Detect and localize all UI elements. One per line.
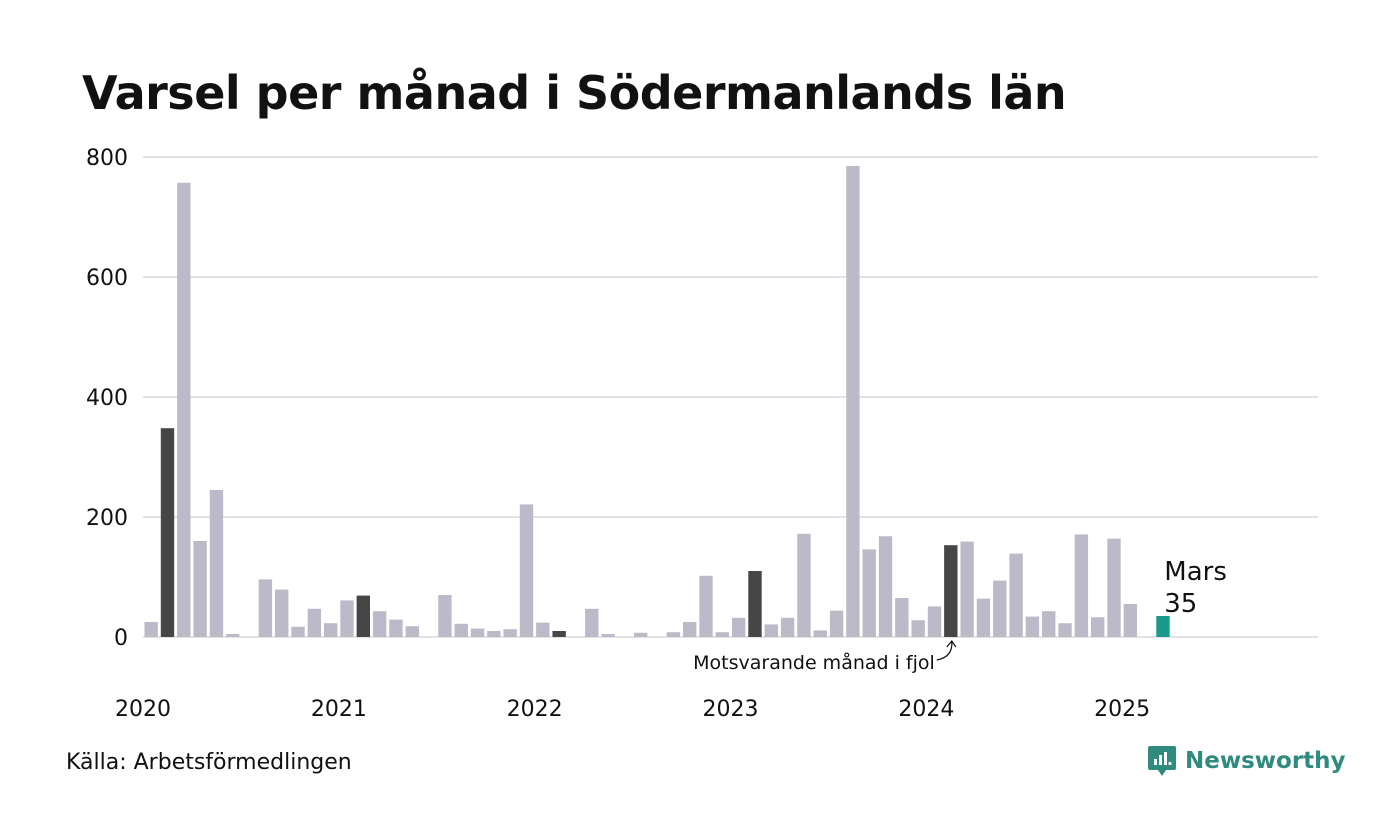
bar-2023-02 bbox=[748, 571, 762, 637]
annotation-layer: Motsvarande månad i fjol Mars 35 bbox=[693, 557, 1227, 674]
y-tick-label: 800 bbox=[86, 146, 128, 171]
bar-2020-06 bbox=[226, 634, 240, 637]
bar-2023-03 bbox=[764, 624, 778, 637]
bar-2025-01 bbox=[1123, 604, 1138, 637]
chart-title: Varsel per månad i Södermanlands län bbox=[82, 66, 1067, 120]
bar-2022-01 bbox=[536, 622, 550, 637]
bar-2024-03 bbox=[960, 541, 974, 637]
annotation-arrow bbox=[936, 641, 953, 661]
bar-2024-08 bbox=[1042, 611, 1056, 637]
x-tick-label: 2020 bbox=[115, 697, 171, 722]
bar-2022-04 bbox=[585, 608, 599, 637]
bar-2024-02 bbox=[944, 545, 958, 637]
bar-2021-02 bbox=[356, 595, 371, 637]
bar-2023-09 bbox=[862, 549, 876, 637]
newsworthy-logo-icon bbox=[1148, 746, 1176, 776]
brand-name: Newsworthy bbox=[1185, 748, 1346, 774]
bar-2020-02 bbox=[160, 428, 175, 637]
x-tick-label: 2022 bbox=[507, 697, 563, 722]
bar-2023-05 bbox=[797, 533, 811, 637]
bar-2020-09 bbox=[275, 589, 289, 637]
bar-chart: 0 200 400 600 800 2020 2021 2022 2023 2024 2025 M… bbox=[86, 146, 1318, 722]
bar-2024-04 bbox=[976, 598, 991, 637]
bar-2024-09 bbox=[1058, 623, 1072, 637]
bar-2024-06 bbox=[1009, 553, 1023, 637]
bar-2020-12 bbox=[323, 623, 338, 637]
x-tick-label: 2024 bbox=[898, 697, 954, 722]
x-axis-ticks: 2020 2021 2022 2023 2024 2025 bbox=[115, 697, 1150, 722]
bar-2021-10 bbox=[487, 631, 501, 637]
bar-2024-05 bbox=[993, 580, 1007, 637]
bar-2021-08 bbox=[454, 623, 468, 637]
bar-2020-08 bbox=[258, 579, 273, 637]
bar-2022-11 bbox=[699, 575, 713, 637]
gridlines bbox=[143, 156, 1318, 638]
y-tick-label: 200 bbox=[86, 506, 128, 531]
bar-2020-03 bbox=[177, 182, 191, 638]
x-tick-label: 2025 bbox=[1094, 697, 1150, 722]
bar-2022-10 bbox=[683, 622, 697, 637]
x-tick-label: 2023 bbox=[703, 697, 759, 722]
bar-2021-05 bbox=[405, 626, 419, 637]
bar-2024-01 bbox=[927, 606, 942, 637]
bar-2022-12 bbox=[715, 632, 730, 637]
bar-2023-06 bbox=[813, 630, 827, 637]
bar-2023-11 bbox=[895, 598, 909, 637]
same-month-annotation: Motsvarande månad i fjol bbox=[693, 651, 935, 674]
source-note: Källa: Arbetsförmedlingen bbox=[66, 750, 352, 775]
y-tick-label: 0 bbox=[114, 626, 128, 651]
annotation-arrowhead bbox=[946, 639, 957, 648]
bar-2020-01 bbox=[144, 622, 158, 637]
bar-2023-04 bbox=[780, 617, 795, 637]
current-month-value: 35 bbox=[1164, 589, 1197, 619]
bar-2022-09 bbox=[666, 632, 681, 637]
bar-2020-05 bbox=[209, 490, 224, 637]
bar-2020-04 bbox=[193, 541, 207, 637]
bar-2022-07 bbox=[634, 632, 648, 637]
bar-2024-10 bbox=[1074, 534, 1089, 637]
y-tick-label: 400 bbox=[86, 386, 128, 411]
bar-2023-07 bbox=[829, 610, 844, 637]
bar-2021-09 bbox=[470, 628, 485, 637]
bars bbox=[144, 166, 1170, 638]
bar-2021-03 bbox=[372, 611, 387, 637]
bar-2023-12 bbox=[911, 620, 925, 637]
bar-2024-07 bbox=[1025, 616, 1040, 637]
bar-2021-12 bbox=[519, 504, 534, 637]
bar-2024-11 bbox=[1090, 617, 1105, 637]
bar-2023-10 bbox=[878, 536, 893, 637]
bar-2021-11 bbox=[503, 629, 517, 637]
x-tick-label: 2021 bbox=[311, 697, 367, 722]
bar-2023-08 bbox=[846, 166, 860, 637]
bar-2021-07 bbox=[438, 595, 452, 637]
current-month-label: Mars bbox=[1164, 557, 1227, 587]
bar-2021-04 bbox=[389, 619, 403, 637]
bar-2023-01 bbox=[731, 617, 746, 637]
bar-2021-01 bbox=[340, 600, 354, 637]
bar-2020-10 bbox=[291, 626, 305, 637]
bar-2020-11 bbox=[307, 608, 322, 637]
y-tick-label: 600 bbox=[86, 266, 128, 291]
brand-logo: Newsworthy bbox=[1147, 744, 1346, 778]
y-axis-ticks: 0 200 400 600 800 bbox=[86, 146, 128, 651]
bar-2025-03 bbox=[1156, 616, 1170, 637]
bar-2024-12 bbox=[1107, 538, 1121, 637]
bar-2022-02 bbox=[552, 631, 566, 637]
bar-2022-05 bbox=[601, 634, 615, 637]
